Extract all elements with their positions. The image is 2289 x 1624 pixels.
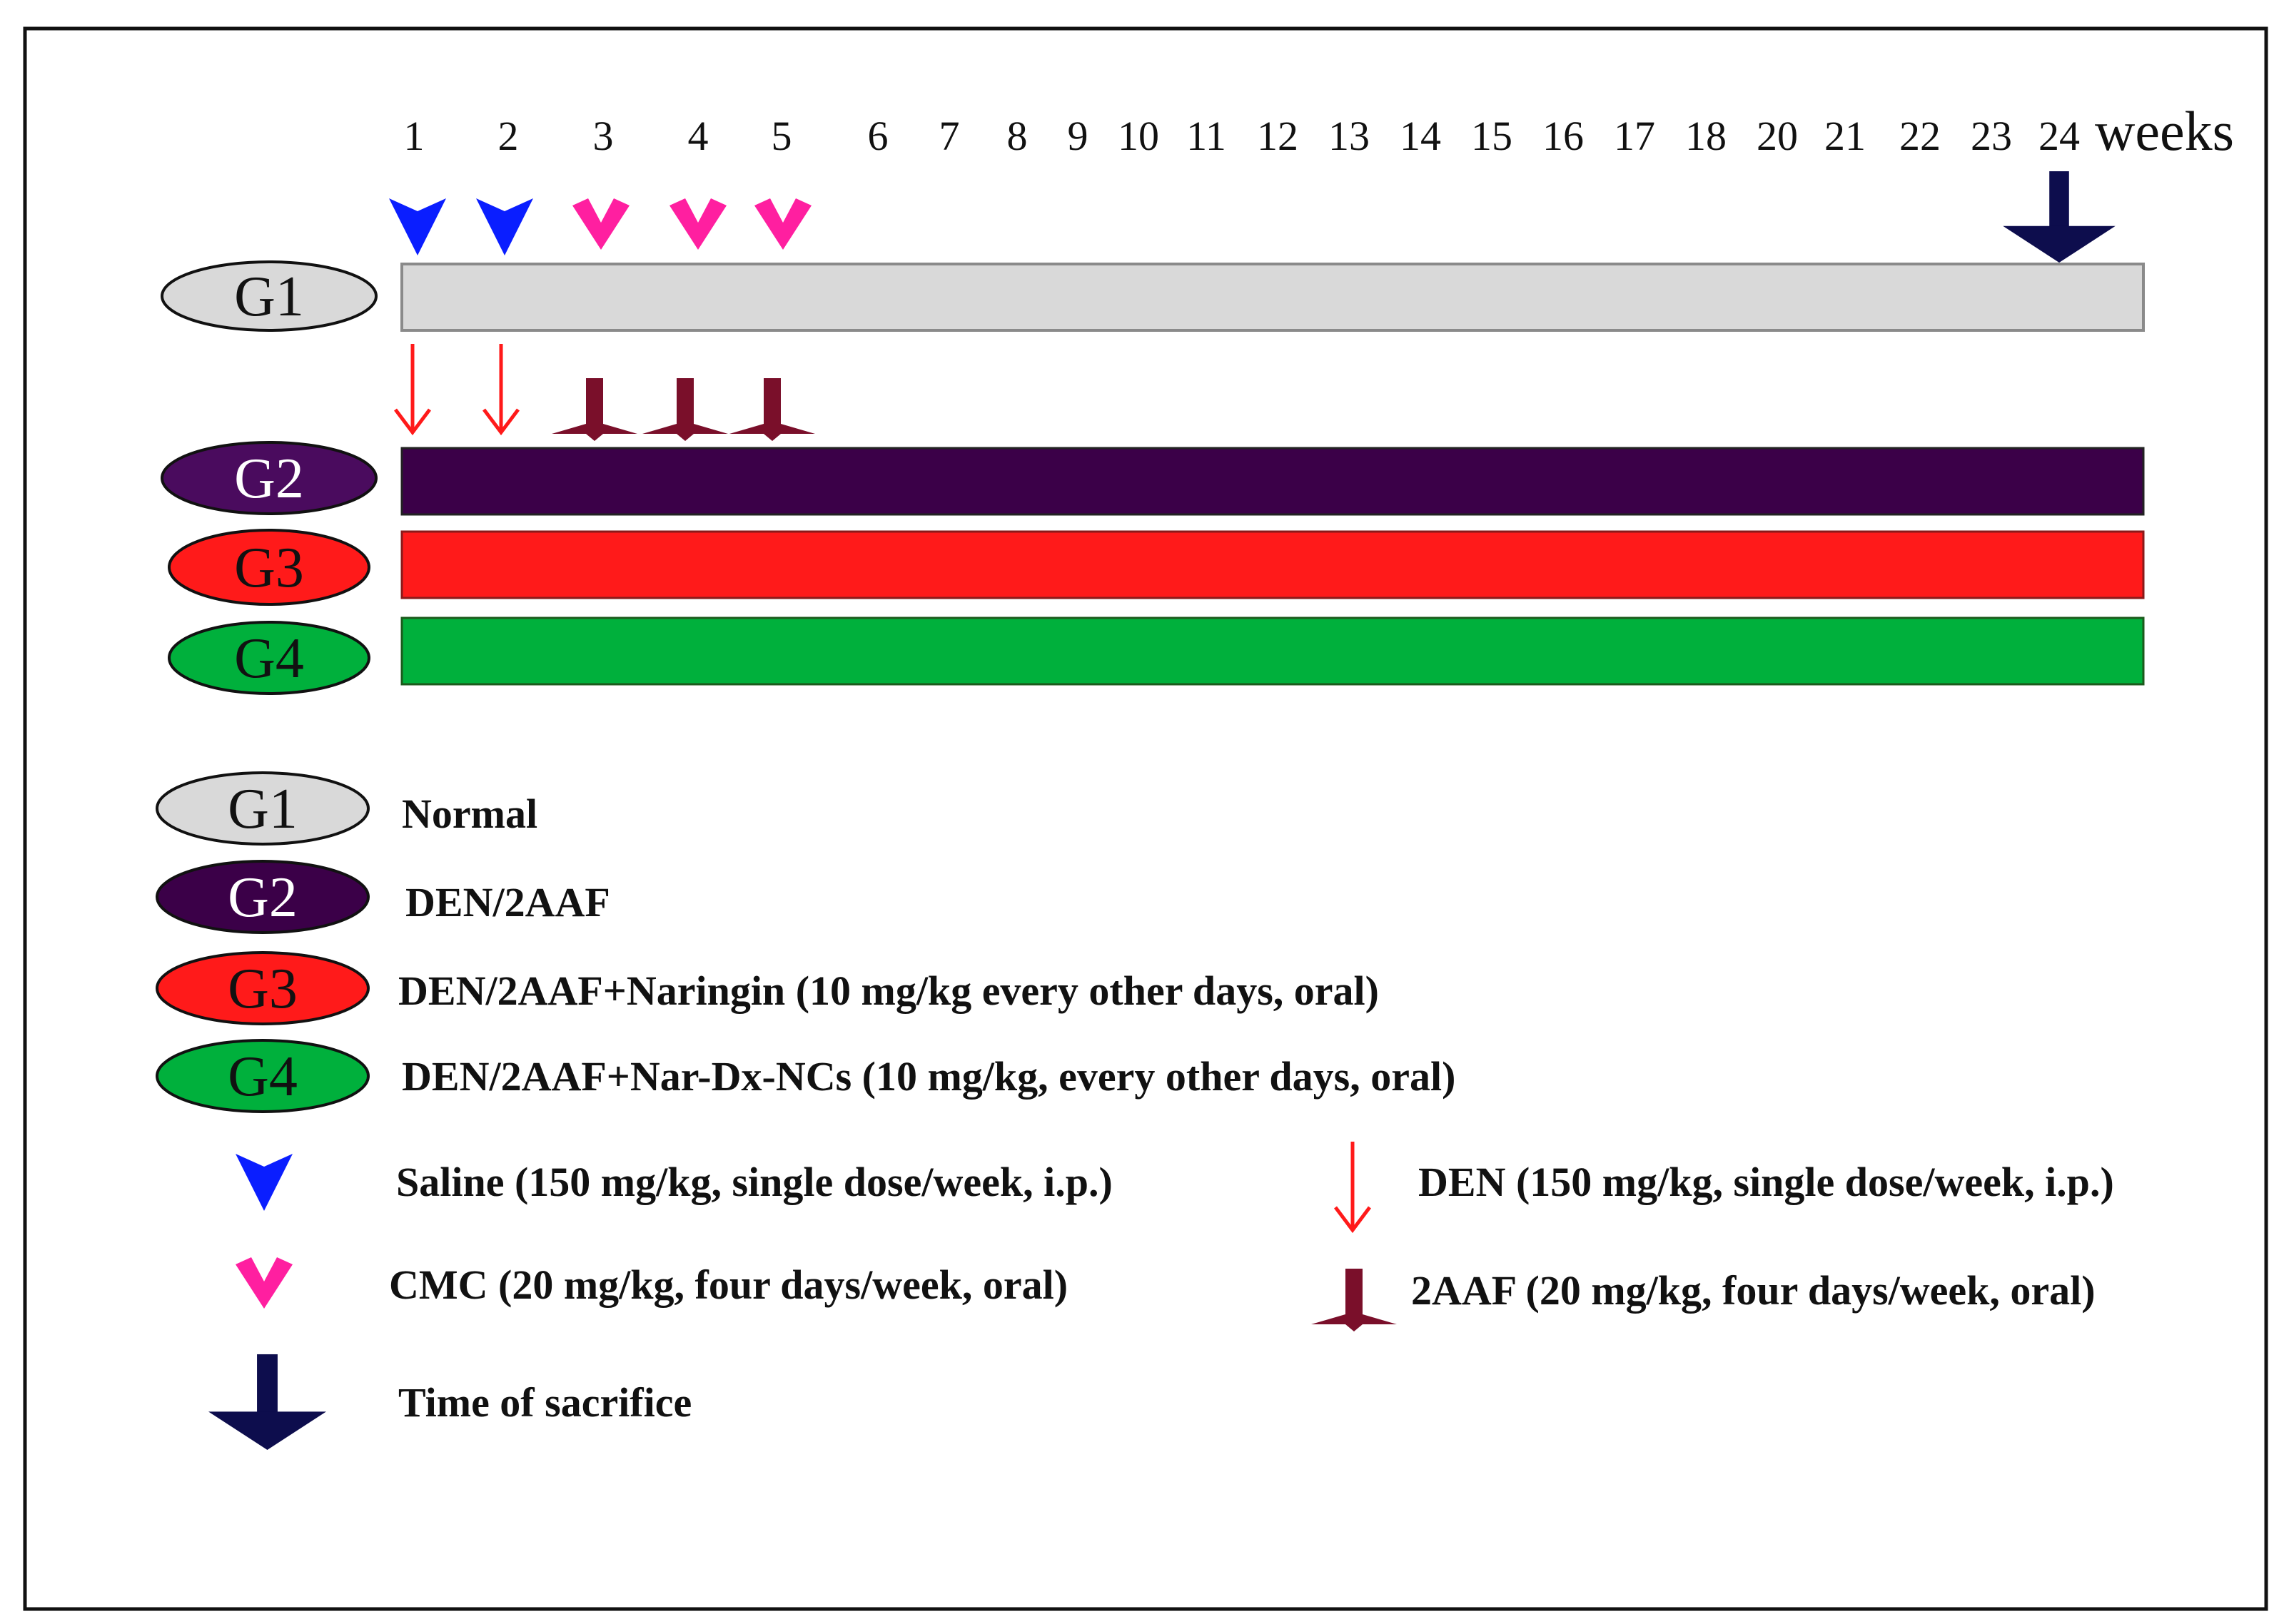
- group-oval-label: G3: [234, 537, 304, 599]
- aaf-marker-week-5: [729, 378, 815, 441]
- week-tick-label: 1: [404, 113, 425, 159]
- group-bar-g2: [400, 447, 2145, 516]
- legend-den-text: DEN (150 mg/kg, single dose/week, i.p.): [1418, 1159, 2114, 1205]
- week-tick-label: 3: [593, 113, 614, 159]
- week-tick-label: 23: [1971, 113, 2012, 159]
- group-bar-g1: [400, 263, 2145, 332]
- week-tick-label: 17: [1614, 113, 1655, 159]
- maroon-arrow-icon: [1311, 1269, 1397, 1331]
- group-oval-label: G2: [234, 447, 304, 510]
- legend-saline-text: Saline (150 mg/kg, single dose/week, i.p…: [396, 1159, 1113, 1205]
- sacrifice-marker-week-24: [2003, 171, 2116, 263]
- legend-oval-label: G3: [228, 958, 298, 1020]
- week-tick-label: 2: [498, 113, 519, 159]
- week-tick-label: 6: [868, 113, 889, 159]
- legend-sacrifice: Time of sacrifice: [208, 1354, 692, 1451]
- week-tick-label: 14: [1400, 113, 1441, 159]
- legend-cmc-text: CMC (20 mg/kg, four days/week, oral): [389, 1262, 1068, 1308]
- legend-oval-label: G2: [228, 866, 298, 929]
- week-tick-label: 12: [1257, 113, 1298, 159]
- legend-sacrifice-text: Time of sacrifice: [398, 1379, 692, 1426]
- week-tick-label: 24: [2038, 113, 2080, 159]
- week-axis: 1 2 3 4 5 6 7 8 9 10 11 12 13 14 15 16 17 18 20 21 22 23 24: [404, 113, 2081, 159]
- legend-group-g2: G2 DEN/2AAF: [156, 860, 610, 934]
- week-tick-label: 9: [1068, 113, 1088, 159]
- group-oval-label: G4: [234, 627, 304, 690]
- group-oval-g1: G1: [161, 260, 378, 332]
- legend-description: Normal: [402, 791, 537, 837]
- legend-description: DEN/2AAF+Naringin (10 mg/kg every other …: [398, 968, 1379, 1014]
- legend-description: DEN/2AAF: [405, 879, 610, 925]
- den-marker-week-2: [484, 344, 518, 432]
- week-tick-label: 18: [1685, 113, 1727, 159]
- red-thin-arrow-icon: [1335, 1142, 1370, 1230]
- aaf-marker-week-3: [552, 378, 637, 441]
- den-marker-week-1: [395, 344, 430, 432]
- week-tick-label: 4: [688, 113, 709, 159]
- pink-chevron-icon: [236, 1257, 293, 1309]
- figure-frame: [23, 26, 2268, 1611]
- cmc-marker-week-5: [754, 198, 812, 250]
- group-bar-g4: [400, 616, 2145, 686]
- legend-den: DEN (150 mg/kg, single dose/week, i.p.): [1335, 1142, 2114, 1230]
- week-tick-label: 15: [1471, 113, 1512, 159]
- aaf-marker-week-4: [642, 378, 728, 441]
- legend-description: DEN/2AAF+Nar-Dx-NCs (10 mg/kg, every oth…: [402, 1053, 1455, 1100]
- legend-saline: Saline (150 mg/kg, single dose/week, i.p…: [236, 1154, 1113, 1211]
- navy-down-arrow-icon: [208, 1354, 326, 1451]
- group-oval-label: G1: [234, 265, 304, 328]
- group-oval-g2: G2: [161, 441, 378, 515]
- weeks-unit-label: weeks: [2095, 100, 2234, 162]
- cmc-marker-week-4: [669, 198, 727, 250]
- week-tick-label: 5: [772, 113, 792, 159]
- week-tick-label: 22: [1899, 113, 1941, 159]
- legend-oval-label: G4: [228, 1045, 298, 1108]
- legend-aaf: 2AAF (20 mg/kg, four days/week, oral): [1311, 1267, 2096, 1331]
- group-oval-g3: G3: [168, 529, 370, 606]
- legend-aaf-text: 2AAF (20 mg/kg, four days/week, oral): [1411, 1267, 2096, 1314]
- legend-group-g4: G4 DEN/2AAF+Nar-Dx-NCs (10 mg/kg, every …: [156, 1039, 1455, 1113]
- week-tick-label: 20: [1757, 113, 1798, 159]
- group-bar-g3: [400, 530, 2145, 599]
- legend-cmc: CMC (20 mg/kg, four days/week, oral): [236, 1257, 1068, 1309]
- legend-group-g1: G1 Normal: [156, 771, 537, 846]
- blue-arrowhead-icon: [236, 1154, 293, 1211]
- week-tick-label: 7: [939, 113, 960, 159]
- week-tick-label: 16: [1542, 113, 1584, 159]
- legend-oval-label: G1: [228, 778, 298, 841]
- week-tick-label: 13: [1328, 113, 1370, 159]
- group-oval-g4: G4: [168, 621, 370, 695]
- week-tick-label: 8: [1007, 113, 1028, 159]
- cmc-marker-week-3: [572, 198, 630, 250]
- week-tick-label: 21: [1824, 113, 1866, 159]
- saline-marker-week-1: [389, 198, 446, 255]
- week-tick-label: 11: [1186, 113, 1226, 159]
- saline-marker-week-2: [476, 198, 533, 255]
- legend-group-g3: G3 DEN/2AAF+Naringin (10 mg/kg every oth…: [156, 951, 1379, 1025]
- week-tick-label: 10: [1118, 113, 1159, 159]
